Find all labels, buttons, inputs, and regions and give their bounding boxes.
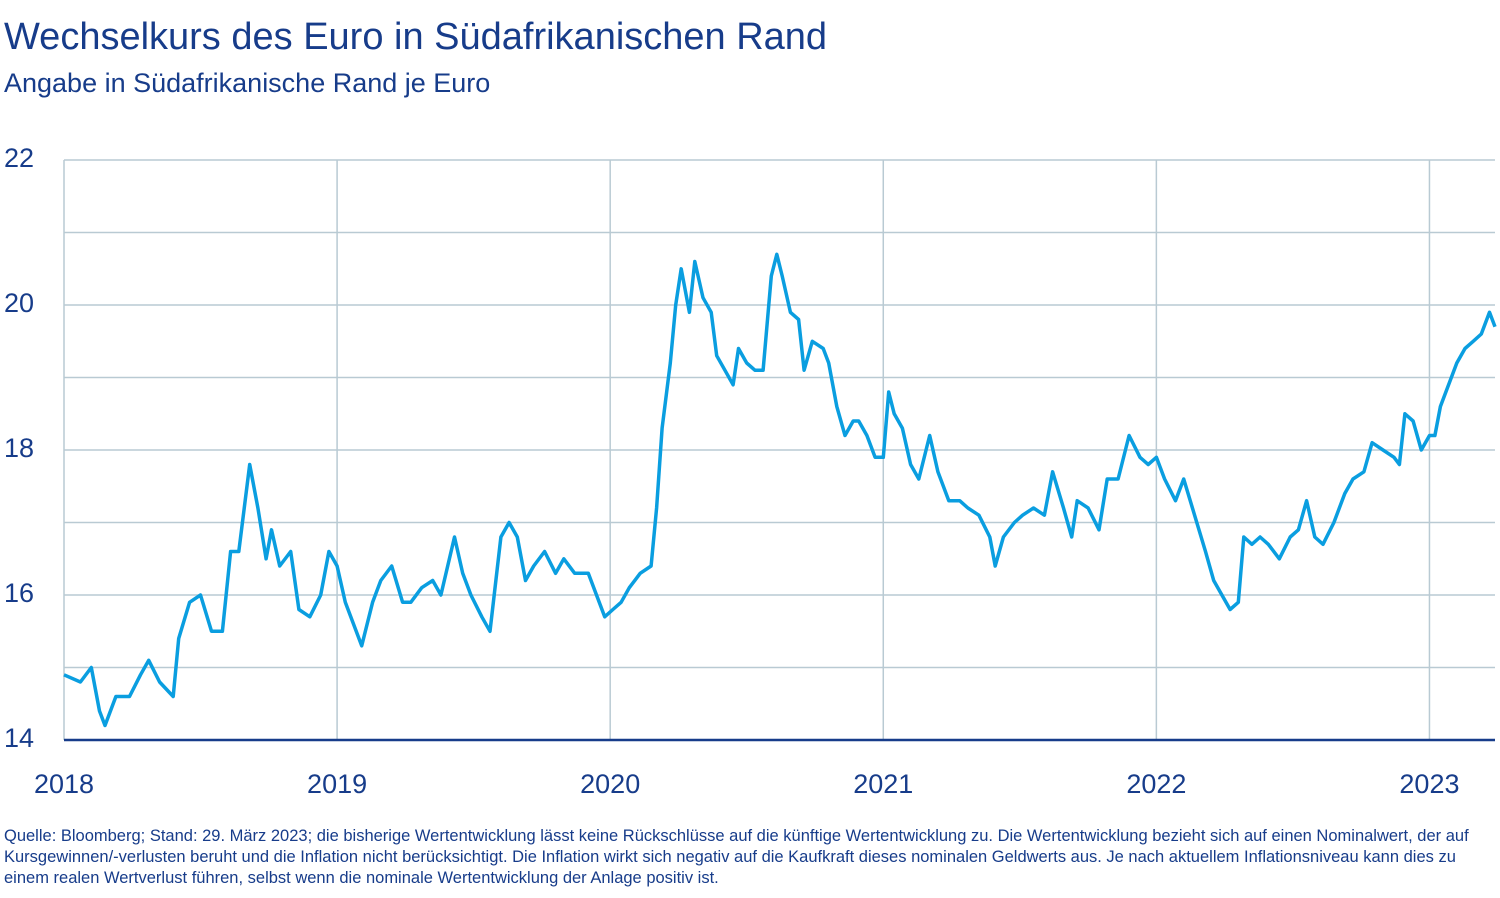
y-tick-label: 20 bbox=[4, 288, 34, 318]
x-tick-label: 2023 bbox=[1399, 769, 1459, 799]
footnote: Quelle: Bloomberg; Stand: 29. März 2023;… bbox=[4, 827, 1469, 887]
x-tick-label: 2019 bbox=[307, 769, 367, 799]
chart-subtitle: Angabe in Südafrikanische Rand je Euro bbox=[4, 68, 491, 98]
x-tick-label: 2022 bbox=[1126, 769, 1186, 799]
x-tick-label: 2021 bbox=[853, 769, 913, 799]
y-tick-label: 14 bbox=[4, 723, 34, 753]
chart-title: Wechselkurs des Euro in Südafrikanischen… bbox=[4, 16, 828, 58]
data-line bbox=[63, 252, 1497, 728]
y-tick-label: 18 bbox=[4, 433, 34, 463]
x-tick-label: 2018 bbox=[34, 769, 94, 799]
x-tick-label: 2020 bbox=[580, 769, 640, 799]
y-tick-label: 16 bbox=[4, 578, 34, 608]
y-tick-label: 22 bbox=[4, 143, 34, 173]
